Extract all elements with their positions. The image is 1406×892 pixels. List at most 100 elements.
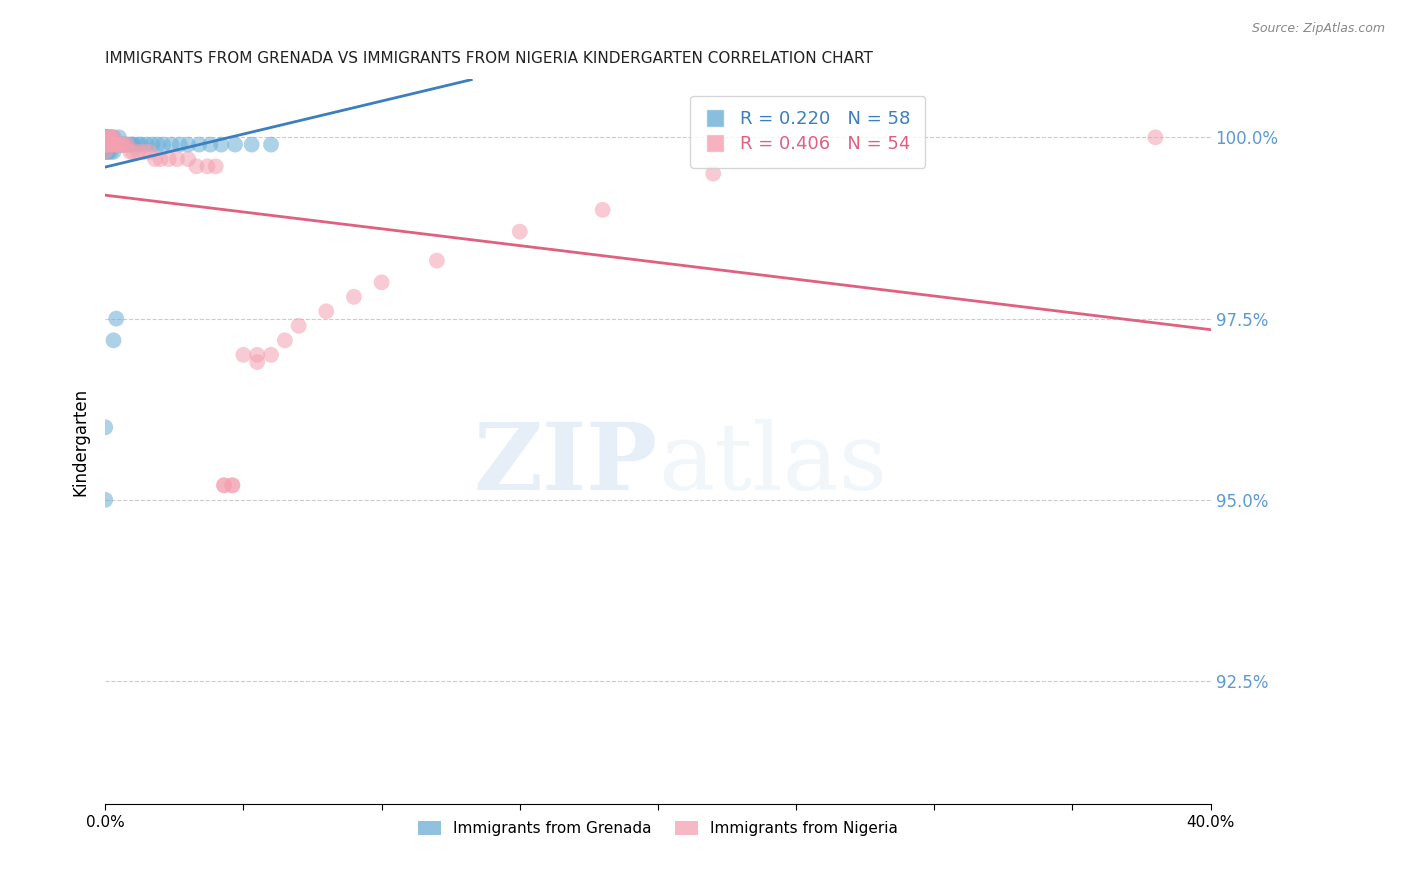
Point xyxy=(97,137,120,152)
Point xyxy=(509,225,531,239)
Point xyxy=(94,130,117,145)
Point xyxy=(100,130,122,145)
Point xyxy=(702,167,724,181)
Point xyxy=(224,137,246,152)
Point xyxy=(114,137,136,152)
Point xyxy=(100,130,122,145)
Point xyxy=(97,130,120,145)
Point xyxy=(103,137,125,152)
Point xyxy=(105,311,128,326)
Point xyxy=(188,137,211,152)
Point xyxy=(94,145,117,159)
Point xyxy=(105,137,128,152)
Point xyxy=(94,492,117,507)
Point xyxy=(121,137,143,152)
Point xyxy=(111,137,134,152)
Point xyxy=(103,137,125,152)
Point xyxy=(127,145,149,159)
Point xyxy=(260,348,283,362)
Point xyxy=(212,478,235,492)
Point xyxy=(108,137,131,152)
Point xyxy=(287,318,309,333)
Point xyxy=(120,137,142,152)
Point xyxy=(94,137,117,152)
Point xyxy=(127,137,149,152)
Point xyxy=(94,130,117,145)
Point xyxy=(135,137,157,152)
Point xyxy=(94,137,117,152)
Point xyxy=(343,290,366,304)
Point xyxy=(100,130,122,145)
Point xyxy=(97,130,120,145)
Point xyxy=(108,130,131,145)
Text: atlas: atlas xyxy=(658,418,887,508)
Point xyxy=(232,348,254,362)
Y-axis label: Kindergarten: Kindergarten xyxy=(72,388,89,496)
Point xyxy=(94,130,117,145)
Point xyxy=(177,137,200,152)
Point xyxy=(100,137,122,152)
Point xyxy=(94,145,117,159)
Point xyxy=(204,159,226,173)
Point xyxy=(111,137,134,152)
Point xyxy=(129,137,152,152)
Point xyxy=(94,130,117,145)
Point xyxy=(120,145,142,159)
Point xyxy=(94,137,117,152)
Point xyxy=(169,137,191,152)
Point xyxy=(315,304,337,318)
Point xyxy=(103,130,125,145)
Point xyxy=(94,145,117,159)
Point xyxy=(97,137,120,152)
Point xyxy=(212,478,235,492)
Point xyxy=(121,145,143,159)
Point xyxy=(114,137,136,152)
Legend: Immigrants from Grenada, Immigrants from Nigeria: Immigrants from Grenada, Immigrants from… xyxy=(411,814,905,844)
Point xyxy=(94,130,117,145)
Point xyxy=(209,137,232,152)
Point xyxy=(94,420,117,434)
Point xyxy=(132,145,155,159)
Point xyxy=(105,137,128,152)
Point xyxy=(97,145,120,159)
Point xyxy=(160,137,183,152)
Point xyxy=(141,137,163,152)
Point xyxy=(157,152,180,166)
Point xyxy=(97,137,120,152)
Point xyxy=(100,137,122,152)
Point xyxy=(103,137,125,152)
Point xyxy=(152,137,174,152)
Point xyxy=(97,130,120,145)
Point xyxy=(103,130,125,145)
Point xyxy=(221,478,243,492)
Point xyxy=(143,152,166,166)
Point xyxy=(114,137,136,152)
Point xyxy=(1144,130,1167,145)
Point xyxy=(94,130,117,145)
Point xyxy=(94,137,117,152)
Point xyxy=(246,355,269,369)
Point xyxy=(94,130,117,145)
Point xyxy=(111,137,134,152)
Point xyxy=(177,152,200,166)
Point xyxy=(121,137,143,152)
Point xyxy=(111,137,134,152)
Point xyxy=(149,152,172,166)
Point xyxy=(97,137,120,152)
Point xyxy=(274,334,297,348)
Point xyxy=(117,137,139,152)
Point xyxy=(370,276,392,290)
Point xyxy=(103,334,125,348)
Point xyxy=(260,137,283,152)
Point xyxy=(117,137,139,152)
Point xyxy=(97,137,120,152)
Point xyxy=(246,348,269,362)
Point xyxy=(103,137,125,152)
Point xyxy=(240,137,263,152)
Text: ZIP: ZIP xyxy=(474,418,658,508)
Point xyxy=(105,137,128,152)
Point xyxy=(186,159,208,173)
Point xyxy=(221,478,243,492)
Point xyxy=(100,137,122,152)
Point xyxy=(108,137,131,152)
